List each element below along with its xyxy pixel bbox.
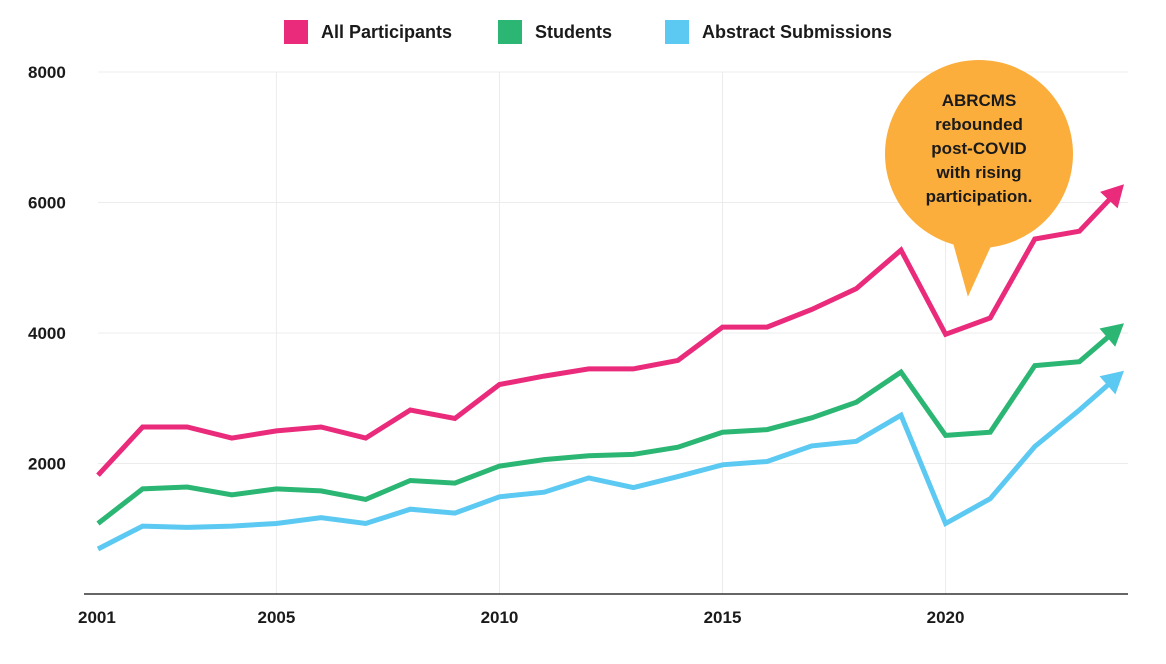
callout-text-line: participation. xyxy=(926,187,1033,206)
series-line-1 xyxy=(96,334,1111,526)
y-tick-label: 4000 xyxy=(28,324,66,343)
y-tick-label: 8000 xyxy=(28,63,66,82)
callout-text-line: rebounded xyxy=(935,115,1023,134)
y-tick-label: 6000 xyxy=(28,194,66,213)
legend: All Participants Students Abstract Submiss… xyxy=(284,20,892,44)
series-arrowhead-1 xyxy=(1099,323,1124,347)
series-arrowhead-2 xyxy=(1099,370,1124,395)
series-lines xyxy=(96,184,1124,552)
callout-text-line: with rising xyxy=(936,163,1022,182)
legend-label-0: All Participants xyxy=(321,22,452,42)
series-line-0 xyxy=(96,196,1113,477)
y-tick-label: 2000 xyxy=(28,455,66,474)
legend-swatch-0 xyxy=(284,20,308,44)
gridlines xyxy=(98,71,1128,594)
legend-swatch-1 xyxy=(498,20,522,44)
x-tick-label: 2015 xyxy=(704,608,742,627)
axes: 2000 4000 6000 8000 2001 2005 2010 2015 2020 xyxy=(28,63,1128,627)
x-tick-label: 2020 xyxy=(927,608,965,627)
x-tick-label: 2001 xyxy=(78,608,116,627)
callout-pointer xyxy=(950,232,996,297)
legend-label-2: Abstract Submissions xyxy=(702,22,892,42)
x-tick-label: 2005 xyxy=(258,608,296,627)
x-tick-label: 2010 xyxy=(481,608,519,627)
callout-text-line: ABRCMS xyxy=(942,91,1017,110)
annotation-callout: ABRCMS rebounded post-COVID with rising part… xyxy=(885,60,1073,297)
callout-text-line: post-COVID xyxy=(931,139,1026,158)
legend-swatch-2 xyxy=(665,20,689,44)
callout-bubble xyxy=(885,60,1073,248)
series-line-2 xyxy=(96,382,1111,552)
series-arrowhead-0 xyxy=(1100,184,1124,209)
legend-label-1: Students xyxy=(535,22,612,42)
